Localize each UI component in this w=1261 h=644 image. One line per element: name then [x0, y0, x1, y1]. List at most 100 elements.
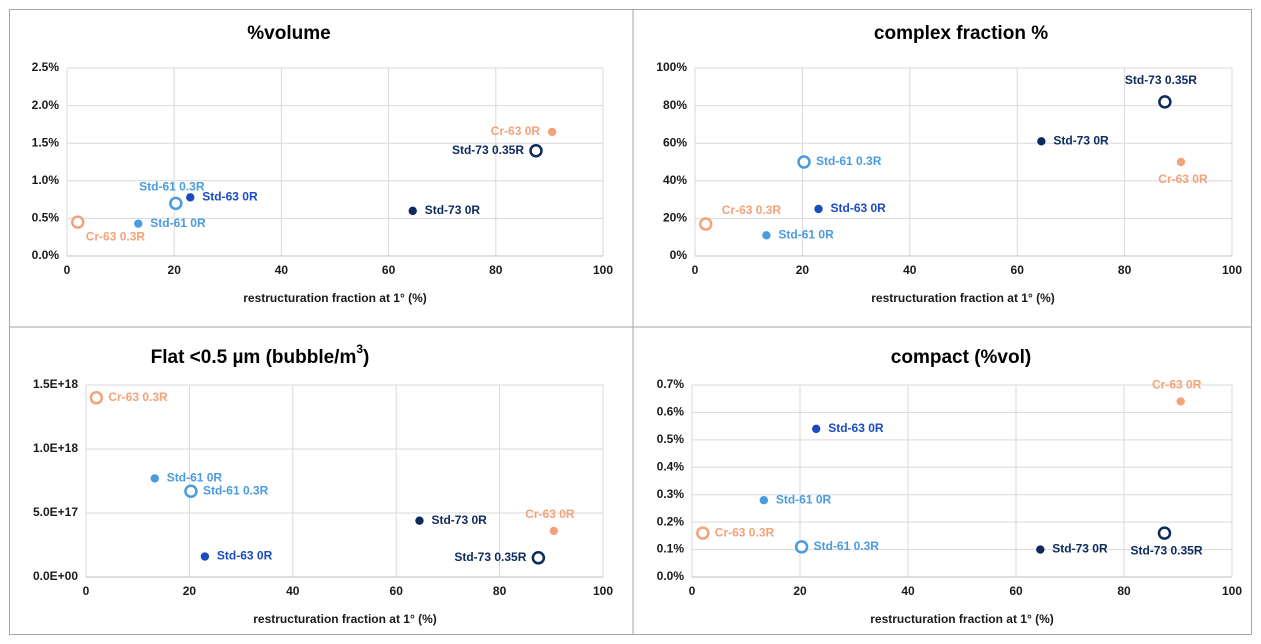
data-label: Std-61 0.3R	[139, 180, 205, 194]
data-label: Cr-63 0R	[1152, 378, 1202, 392]
data-point-filled	[1037, 137, 1046, 146]
data-label: Std-63 0R	[202, 190, 258, 204]
data-label: Cr-63 0R	[491, 124, 541, 138]
data-label: Std-61 0.3R	[203, 483, 269, 497]
x-tick-label: 80	[489, 263, 503, 277]
y-tick-label: 0.5%	[32, 211, 60, 225]
data-label: Cr-63 0.3R	[722, 203, 782, 217]
data-point-open	[797, 155, 811, 169]
data-point-filled	[549, 526, 559, 536]
y-tick-label: 100%	[656, 60, 687, 74]
data-label: Std-73 0R	[431, 513, 487, 527]
x-axis-label: restructuration fraction at 1° (%)	[243, 291, 427, 305]
chart-title: compact (%vol)	[891, 347, 1031, 368]
data-point-filled	[200, 552, 210, 561]
y-tick-label: 1.5%	[32, 135, 60, 149]
data-label: Cr-63 0R	[525, 507, 575, 521]
x-axis-label: restructuration fraction at 1° (%)	[870, 612, 1054, 626]
figure-border	[9, 9, 1252, 635]
data-label: Std-63 0R	[831, 201, 887, 215]
y-tick-label: 0.1%	[657, 542, 685, 556]
data-point-filled	[150, 474, 159, 483]
data-point-filled	[812, 424, 821, 434]
y-tick-label: 0.5%	[657, 432, 685, 446]
y-tick-label: 0.0E+00	[33, 569, 78, 583]
y-tick-label: 2.5%	[32, 60, 60, 74]
data-point-open	[531, 551, 546, 565]
data-label: Cr-63 0.3R	[108, 390, 168, 404]
x-tick-label: 100	[1222, 263, 1242, 277]
data-label: Std-61 0.3R	[816, 154, 882, 168]
data-point-filled	[1176, 157, 1186, 167]
y-tick-label: 60%	[663, 135, 687, 149]
chart-panel-2: complex fraction % 0% 20% 40% 60% 80% 100% 0 20 4…	[656, 23, 1242, 305]
data-point-open	[696, 526, 710, 540]
data-label: Std-61 0R	[776, 492, 832, 506]
data-point-open	[529, 143, 543, 158]
y-tick-label: 0%	[670, 248, 688, 262]
x-tick-label: 40	[903, 263, 917, 277]
data-label: Cr-63 0.3R	[86, 229, 146, 243]
x-tick-label: 0	[83, 584, 90, 598]
chart-title-text: complex fraction %	[874, 23, 1048, 44]
x-tick-label: 0	[64, 263, 71, 277]
y-tick-label: 0.4%	[657, 459, 685, 473]
data-point-filled	[547, 127, 557, 137]
x-tick-label: 0	[689, 584, 696, 598]
chart-title: %volume	[247, 23, 330, 44]
data-point-filled	[759, 496, 769, 505]
x-tick-label: 20	[796, 263, 810, 277]
y-tick-label: 0.7%	[657, 377, 685, 391]
x-axis-label: restructuration fraction at 1° (%)	[253, 612, 437, 626]
x-tick-label: 40	[275, 263, 289, 277]
chart-title: Flat <0.5 µm (bubble/m3)	[151, 342, 370, 368]
data-point-filled	[762, 231, 771, 240]
y-tick-label: 40%	[663, 173, 687, 187]
x-tick-label: 100	[1222, 584, 1242, 598]
x-tick-label: 40	[901, 584, 915, 598]
chart-title-text: Flat <0.5 µm (bubble/m	[151, 347, 357, 368]
chart-title: complex fraction %	[874, 23, 1048, 44]
data-label: Std-61 0.3R	[814, 539, 880, 553]
data-point-open	[89, 391, 104, 405]
x-tick-label: 80	[1117, 584, 1131, 598]
data-point-filled	[1036, 545, 1045, 554]
x-axis-label: restructuration fraction at 1° (%)	[871, 291, 1055, 305]
data-label: Std-61 0R	[778, 227, 834, 241]
y-tick-label: 80%	[663, 98, 687, 112]
y-tick-label: 2.0%	[32, 98, 60, 112]
y-tick-label: 0.3%	[657, 487, 685, 501]
data-label: Std-63 0R	[217, 549, 273, 563]
data-point-filled	[814, 204, 823, 214]
x-tick-label: 20	[183, 584, 197, 598]
x-tick-label: 60	[1011, 263, 1025, 277]
data-point-open	[698, 217, 713, 231]
data-point-filled	[186, 193, 195, 202]
data-point-filled	[415, 516, 424, 525]
x-tick-label: 60	[1009, 584, 1023, 598]
data-point-open	[1157, 526, 1172, 540]
data-label: Std-73 0.35R	[452, 143, 524, 157]
x-tick-label: 0	[692, 263, 699, 277]
data-point-open	[1158, 95, 1172, 109]
x-tick-label: 80	[1118, 263, 1132, 277]
y-tick-label: 1.0%	[32, 173, 60, 187]
data-point-filled	[134, 219, 143, 228]
x-tick-label: 40	[286, 584, 300, 598]
chart-panel-3: Flat <0.5 µm (bubble/m3) 0.0E+00 5.0E+17 1.…	[33, 342, 613, 626]
y-tick-label: 5.0E+17	[33, 505, 78, 519]
chart-panel-1: %volume 0.0% 0.5% 1.0% 1.5% 2.0% 2.5% 0 20 40 60 80…	[32, 23, 614, 305]
x-tick-label: 100	[593, 584, 613, 598]
x-tick-label: 20	[168, 263, 182, 277]
data-label: Std-63 0R	[828, 421, 884, 435]
data-label: Std-73 0R	[1053, 133, 1109, 147]
chart-panel-4: compact (%vol) 0.0% 0.1% 0.2% 0.3% 0.4% 0.5% 0.…	[657, 347, 1243, 626]
y-tick-label: 0.0%	[32, 248, 60, 262]
y-tick-label: 1.5E+18	[33, 377, 78, 391]
x-tick-label: 80	[493, 584, 507, 598]
data-label: Std-73 0.35R	[1125, 73, 1197, 87]
data-label: Std-73 0.35R	[454, 550, 526, 564]
y-tick-label: 0.0%	[657, 569, 685, 583]
y-tick-label: 1.0E+18	[33, 441, 78, 455]
